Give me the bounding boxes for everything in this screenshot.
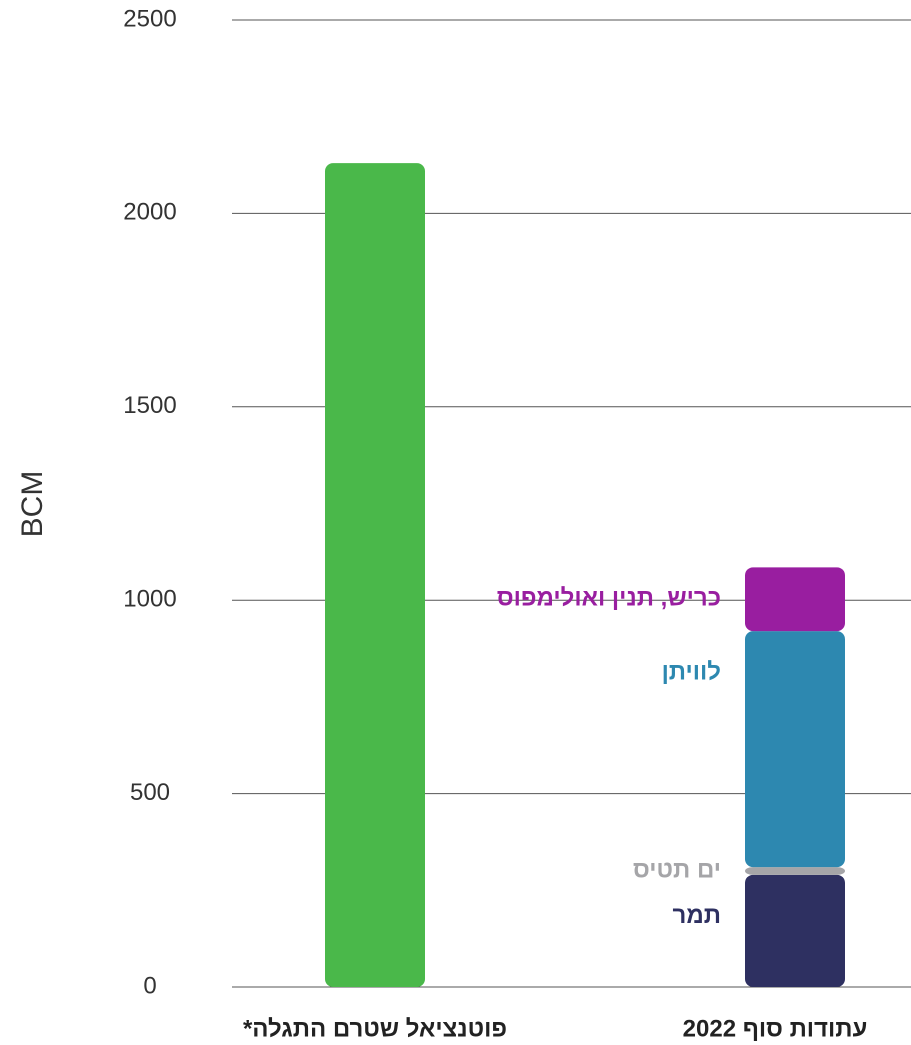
y-tick-label: 2000 — [123, 199, 176, 226]
bar-segment — [745, 631, 845, 868]
bar-segment — [325, 163, 425, 988]
bar-segment — [745, 867, 845, 875]
bar-segment — [745, 567, 845, 632]
segment-label: לוויתן — [662, 658, 721, 685]
y-tick-label: 1500 — [123, 392, 176, 419]
x-tick-label: עתודות סוף 2022 — [683, 1015, 868, 1042]
y-tick-label: 2500 — [123, 5, 176, 32]
segment-label: ים תטיס — [633, 856, 721, 883]
y-axis-label: BCM — [16, 471, 49, 538]
y-tick-label: 0 — [143, 972, 156, 999]
x-tick-label: פוטנציאל שטרם התגלה* — [243, 1015, 507, 1042]
bar-segment — [745, 874, 845, 987]
segment-label: כריש, תנין ואולימפוס — [497, 585, 721, 612]
y-tick-label: 1000 — [123, 586, 176, 613]
segment-label: תמר — [673, 902, 721, 929]
y-tick-label: 500 — [130, 779, 170, 806]
